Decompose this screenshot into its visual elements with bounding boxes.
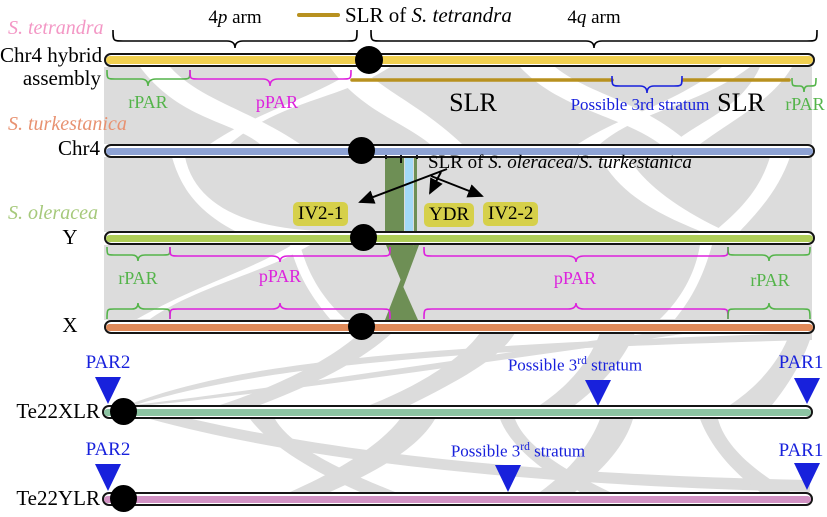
- stratum-label-top: Possible 3rd stratum: [570, 95, 710, 114]
- arm-letter: p: [217, 7, 228, 28]
- rpar-label-mid-left: rPAR: [118, 268, 158, 288]
- synteny-white-ribbons: [137, 67, 792, 319]
- arm-rest: arm: [227, 7, 262, 28]
- legend-species: S. tetrandra: [411, 3, 512, 27]
- par2-triangle-ylr: [95, 464, 121, 491]
- row-label-chr4: Chr4: [58, 136, 100, 160]
- row-label-chr4-hybrid: Chr4 hybrid assembly: [0, 43, 103, 90]
- ppar-label-top: pPAR: [255, 92, 299, 112]
- row-label-line1: Chr4 hybrid: [0, 43, 103, 67]
- stratum-sup: rd: [520, 440, 530, 453]
- x-chromosome-bar: [104, 320, 815, 334]
- row-label-te22ylr: Te22YLR: [16, 486, 100, 510]
- rpar-label-mid-right: rPAR: [750, 270, 790, 290]
- centromere-dot: [355, 46, 383, 74]
- rpar-label-top-right: rPAR: [785, 94, 825, 114]
- tag-ydr: YDR: [424, 203, 475, 227]
- synteny-gray-ribbons-lower: [150, 419, 810, 492]
- slr-label-right: SLR: [717, 88, 765, 117]
- stratum-label-ylr: Possible 3rd stratum: [398, 440, 638, 462]
- te22xlr-bar-fill: [104, 408, 811, 416]
- par1-label-ylr: PAR1: [778, 440, 824, 461]
- par1-triangle-ylr: [794, 463, 820, 490]
- par-triangles: [95, 377, 820, 492]
- ppar-label-mid-left: pPAR: [258, 266, 302, 286]
- par1-triangle-xlr: [794, 378, 820, 404]
- annotation-prefix: SLR of: [428, 152, 489, 173]
- stratum-label-xlr: Possible 3rd stratum: [455, 354, 695, 376]
- species-label-turkestanica: S. turkestanica: [8, 113, 127, 135]
- brace-3rd-stratum: [611, 75, 683, 94]
- arm-label-4q: 4q arm: [371, 7, 817, 29]
- par1-label-xlr: PAR1: [778, 352, 824, 373]
- arm-label-4p: 4p arm: [113, 7, 357, 29]
- stratum-post: stratum: [586, 355, 643, 375]
- te22xlr-bar: [102, 405, 813, 419]
- legend-slr-label: SLR of S. tetrandra: [345, 3, 512, 28]
- centromere-dot: [110, 485, 137, 512]
- ppar-label-mid-right: pPAR: [553, 268, 597, 288]
- row-label-x: X: [62, 313, 78, 337]
- synteny-gray-ribbons-upper: [128, 333, 812, 405]
- species-label-tetrandra: S. tetrandra: [8, 17, 104, 39]
- tag-iv2-2: IV2-2: [483, 202, 539, 226]
- tag-iv2-1: IV2-1: [293, 202, 349, 226]
- brace-4q-arm: [370, 29, 818, 49]
- centromere-dot: [110, 398, 137, 425]
- annotation-arrows: [358, 168, 484, 204]
- annotation-species2: S. turkestanica: [578, 152, 692, 173]
- y-chromosome-bar: [104, 231, 815, 245]
- centromere-dot: [348, 137, 375, 164]
- arrow-to-iv2-1: [358, 168, 448, 204]
- arm-letter: q: [576, 7, 587, 28]
- stratum-pre: Possible 3: [507, 355, 578, 375]
- row-label-y: Y: [62, 225, 78, 249]
- braces: [106, 29, 818, 320]
- stratum-pre: Possible 3: [450, 441, 521, 461]
- chr4-turkestanica-bar: [104, 144, 815, 158]
- te22ylr-bar-fill: [104, 495, 811, 503]
- annotation-species1: S. oleracea: [488, 152, 574, 173]
- slr-label-mid: SLR: [449, 88, 497, 117]
- centromere-dot: [350, 224, 377, 251]
- stratum-post: stratum: [529, 441, 586, 461]
- arrow-to-iv2-2: [430, 175, 484, 198]
- annotation-separator: /: [573, 152, 579, 173]
- rpar-label-top-left: rPAR: [128, 92, 168, 112]
- row-label-line2: assembly: [22, 66, 101, 90]
- x-bar-fill: [106, 323, 813, 331]
- brace-4p-arm: [112, 29, 358, 49]
- slr-annotation-label: SLR of S. oleracea/S. turkestanica: [428, 152, 692, 174]
- par2-triangle-xlr: [95, 377, 121, 404]
- slr-ribbon: [385, 158, 419, 320]
- chr4-turkestanica-bar-fill: [106, 147, 813, 155]
- y-bar-fill: [106, 234, 813, 242]
- arm-num: 4: [208, 7, 218, 28]
- stratum-triangle-xlr: [585, 380, 611, 406]
- legend-prefix: SLR of: [345, 3, 412, 27]
- arrow-to-ydr: [429, 171, 443, 195]
- chr4-hybrid-bar: [104, 53, 815, 67]
- te22ylr-bar: [102, 492, 813, 506]
- slr-gold-lines: [297, 13, 791, 82]
- chr4-hybrid-bar-fill: [106, 56, 813, 64]
- row-label-te22xlr: Te22XLR: [16, 399, 100, 423]
- par2-label-ylr: PAR2: [85, 439, 131, 460]
- arm-rest: arm: [586, 7, 621, 28]
- centromere-dot: [348, 313, 375, 340]
- arm-num: 4: [567, 7, 577, 28]
- stratum-sup: rd: [577, 354, 587, 367]
- par2-label-xlr: PAR2: [85, 352, 131, 373]
- species-label-oleracea: S. oleracea: [8, 202, 98, 224]
- stratum-triangle-ylr: [495, 465, 521, 492]
